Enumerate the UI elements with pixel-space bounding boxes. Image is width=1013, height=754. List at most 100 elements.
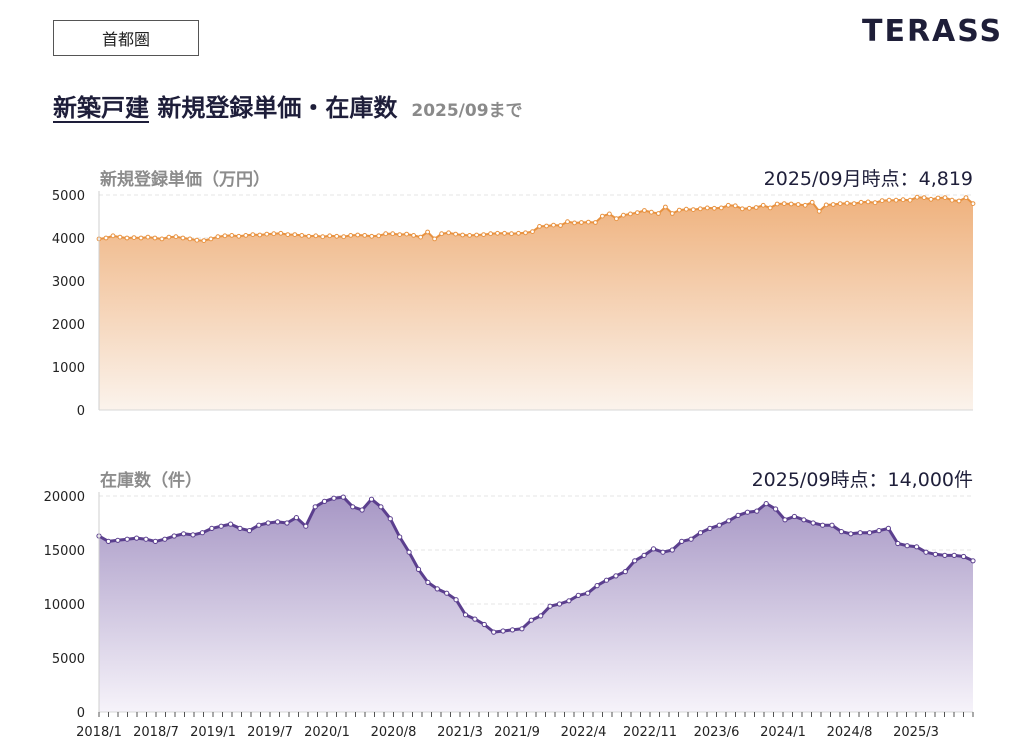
data-point	[523, 230, 528, 236]
brand-logo: TERASS	[862, 14, 1004, 49]
data-point	[537, 224, 542, 229]
data-point	[895, 540, 901, 547]
data-point	[865, 199, 871, 205]
data-point	[707, 525, 713, 532]
data-point	[650, 546, 657, 552]
data-point	[152, 538, 158, 545]
price-chart: 0 1000 2000 3000 4000 5000 新規登録単価（万円） 2025/09月時…	[52, 168, 976, 419]
data-point	[970, 201, 976, 207]
data-point	[222, 233, 228, 239]
data-point	[411, 233, 417, 238]
data-point	[462, 612, 469, 618]
data-point	[718, 205, 724, 211]
data-point	[763, 501, 769, 507]
data-point	[481, 232, 487, 238]
data-point	[565, 219, 570, 225]
area-fill	[99, 197, 973, 410]
data-point	[313, 233, 319, 239]
data-point	[180, 235, 186, 241]
data-point	[607, 211, 612, 217]
data-point	[143, 536, 149, 542]
data-point	[676, 207, 682, 213]
data-point	[439, 231, 445, 237]
data-point	[963, 195, 969, 201]
y-tick-label: 20000	[44, 490, 85, 505]
data-point	[649, 209, 654, 215]
data-point	[340, 494, 346, 500]
data-point	[331, 495, 337, 501]
data-point	[642, 208, 647, 213]
data-point	[173, 234, 179, 240]
data-point	[907, 197, 913, 203]
data-point	[397, 232, 403, 238]
data-point	[432, 236, 438, 242]
data-point	[622, 569, 628, 575]
data-point	[390, 231, 396, 237]
data-point	[528, 617, 534, 623]
data-point	[760, 202, 766, 208]
data-point	[285, 232, 291, 238]
data-point	[923, 549, 929, 555]
data-point	[444, 590, 450, 596]
data-point	[159, 236, 165, 242]
data-point	[491, 629, 497, 635]
data-point	[516, 230, 521, 236]
data-point	[600, 213, 605, 219]
data-point	[820, 522, 826, 528]
data-point	[519, 626, 525, 632]
y-tick-label: 5000	[52, 652, 85, 667]
data-point	[810, 520, 816, 526]
data-point	[355, 232, 361, 238]
data-point	[942, 552, 948, 559]
data-point	[246, 528, 252, 534]
data-point	[145, 234, 151, 240]
data-point	[726, 518, 732, 524]
data-point	[935, 195, 941, 201]
x-tick-label: 2022/11	[623, 725, 677, 740]
data-point	[303, 523, 309, 529]
data-point	[628, 211, 633, 217]
data-point	[348, 233, 354, 238]
data-point	[284, 520, 290, 526]
data-point	[236, 233, 242, 239]
data-point	[228, 521, 234, 527]
data-point	[387, 516, 393, 522]
data-point	[688, 536, 694, 542]
data-point	[886, 197, 892, 203]
data-point	[453, 231, 459, 237]
data-point	[900, 197, 906, 203]
data-point	[265, 520, 271, 526]
page-title-rest: 新規登録単価・在庫数	[149, 94, 398, 122]
data-point	[229, 233, 235, 238]
data-point	[949, 197, 955, 203]
data-point	[327, 233, 333, 239]
x-tick-label: 2020/8	[371, 725, 417, 740]
data-point	[893, 197, 899, 203]
data-point	[500, 628, 506, 634]
data-point	[134, 535, 140, 541]
data-point	[368, 496, 375, 502]
data-point	[434, 586, 440, 592]
data-point	[744, 509, 751, 515]
data-point	[292, 232, 298, 238]
page-title: 新築戸建 新規登録単価・在庫数 2025/09まで	[53, 88, 523, 123]
data-point	[321, 498, 328, 504]
data-point	[725, 202, 731, 208]
data-point	[928, 196, 934, 202]
data-point	[829, 522, 835, 528]
data-point	[746, 205, 752, 211]
y-tick-label: 2000	[52, 318, 85, 333]
data-point	[823, 202, 829, 208]
chart-title: 新規登録単価（万円）	[100, 169, 270, 190]
y-tick-label: 4000	[52, 232, 85, 247]
data-point	[474, 232, 480, 238]
data-point	[138, 235, 144, 241]
data-point	[547, 603, 553, 609]
data-point	[795, 202, 801, 207]
data-point	[632, 558, 638, 564]
x-tick-label: 2020/1	[304, 725, 350, 740]
x-tick-label: 2022/4	[561, 725, 607, 740]
data-point	[166, 234, 172, 240]
data-point	[669, 211, 675, 216]
